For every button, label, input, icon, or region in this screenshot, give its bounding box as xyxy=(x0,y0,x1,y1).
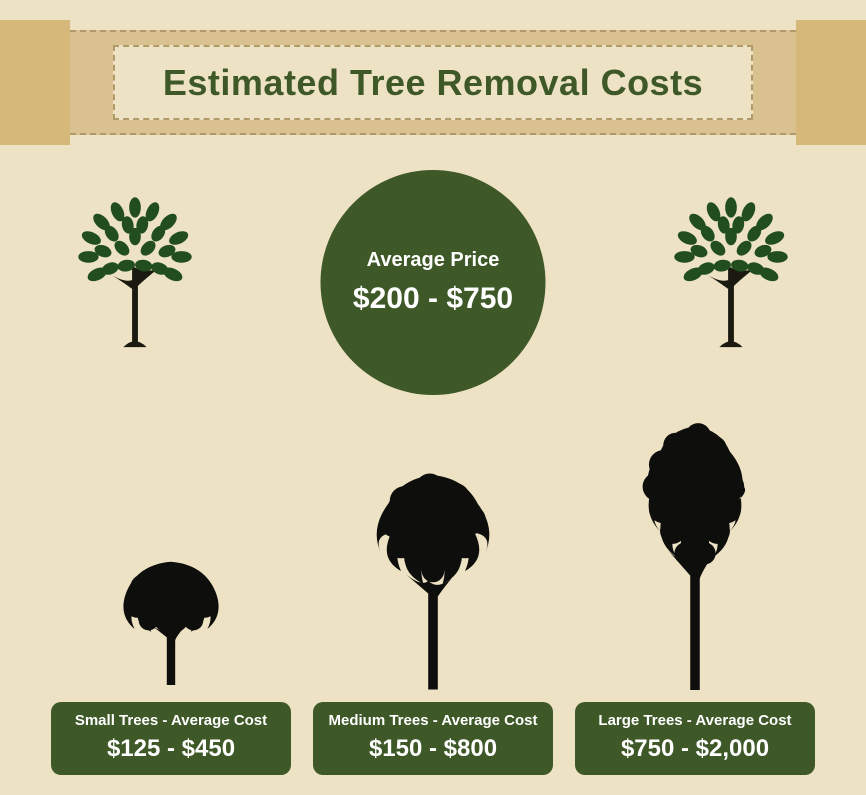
silhouette-row xyxy=(0,420,866,690)
cost-box-small: Small Trees - Average Cost $125 - $450 xyxy=(51,702,291,775)
cost-label: Large Trees - Average Cost xyxy=(583,712,807,729)
medium-tree-silhouette xyxy=(313,465,553,690)
cost-row: Small Trees - Average Cost $125 - $450 M… xyxy=(0,702,866,775)
page-title: Estimated Tree Removal Costs xyxy=(163,62,703,104)
title-box: Estimated Tree Removal Costs xyxy=(113,45,753,120)
cost-box-large: Large Trees - Average Cost $750 - $2,000 xyxy=(575,702,815,775)
cost-value: $750 - $2,000 xyxy=(583,735,807,763)
large-tree-silhouette xyxy=(575,420,815,690)
average-price-circle: Average Price $200 - $750 xyxy=(321,170,546,395)
average-price-value: $200 - $750 xyxy=(353,282,513,316)
cost-value: $125 - $450 xyxy=(59,735,283,763)
header-tab-right xyxy=(796,20,866,145)
cost-label: Medium Trees - Average Cost xyxy=(321,712,545,729)
small-tree-silhouette xyxy=(51,540,291,690)
cost-box-medium: Medium Trees - Average Cost $150 - $800 xyxy=(313,702,553,775)
cost-label: Small Trees - Average Cost xyxy=(59,712,283,729)
header-tab-left xyxy=(0,20,70,145)
decorative-tree-icon xyxy=(60,190,210,350)
cost-value: $150 - $800 xyxy=(321,735,545,763)
decorative-tree-icon xyxy=(656,190,806,350)
average-price-label: Average Price xyxy=(367,249,500,272)
